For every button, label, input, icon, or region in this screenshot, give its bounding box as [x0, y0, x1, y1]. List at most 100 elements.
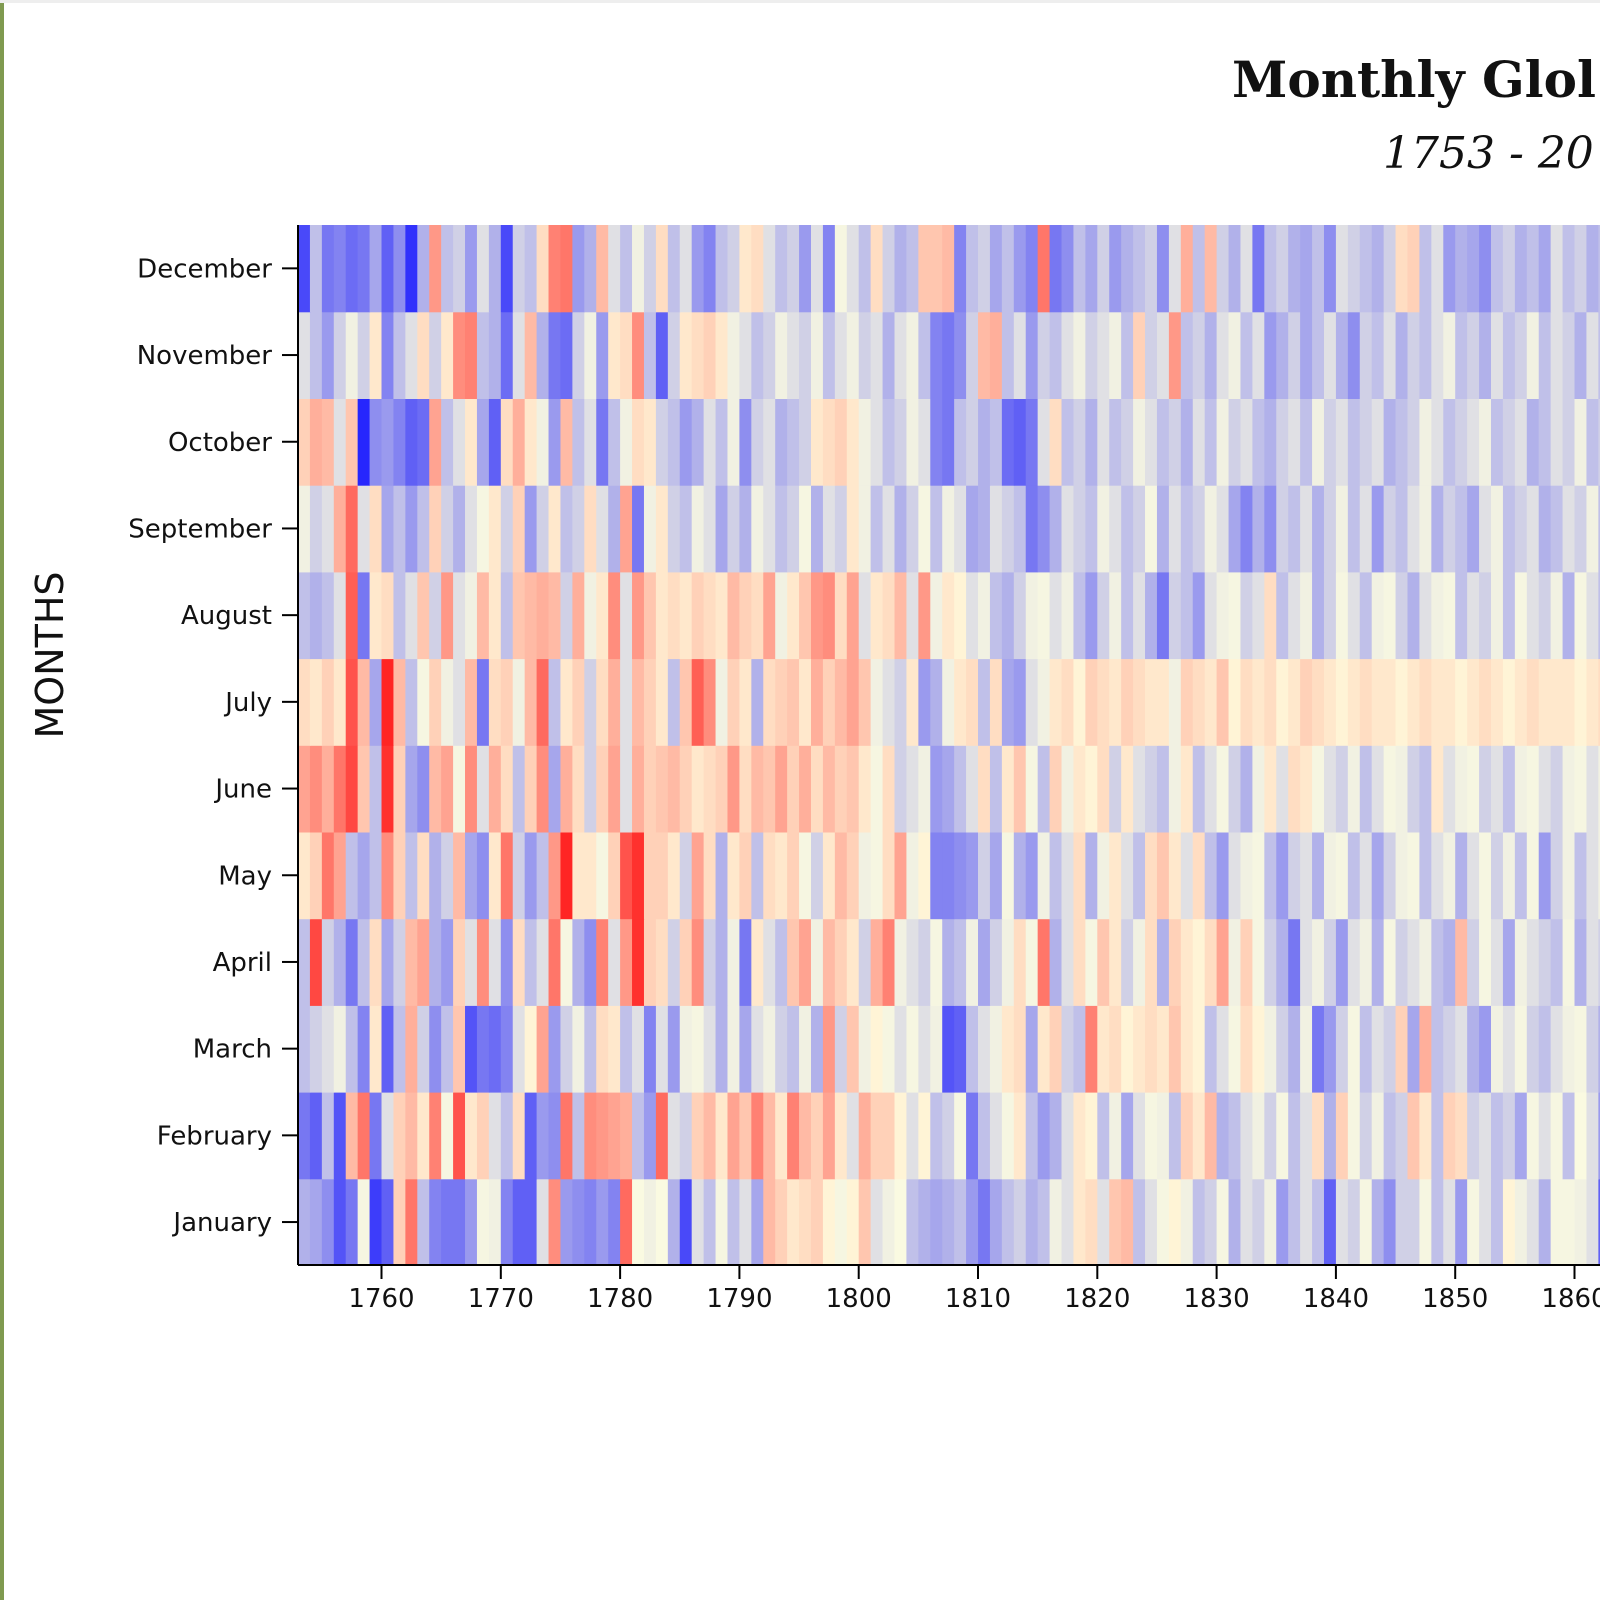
heatmap-cell	[834, 398, 848, 486]
heatmap-cell	[1347, 1092, 1361, 1180]
heatmap-cell	[1419, 311, 1432, 399]
heatmap-cell	[966, 1178, 979, 1266]
heatmap-cell	[453, 1178, 466, 1266]
heatmap-cell	[465, 1005, 478, 1093]
heatmap-cell	[393, 1178, 406, 1266]
heatmap-cell	[1240, 658, 1253, 746]
heatmap-cell	[1586, 831, 1599, 920]
heatmap-cell	[655, 225, 669, 313]
heatmap-cell	[846, 1005, 860, 1093]
heatmap-cell	[536, 918, 550, 1006]
heatmap-cell	[1395, 571, 1409, 660]
heatmap-cell	[632, 485, 645, 573]
heatmap-cell	[476, 831, 490, 920]
heatmap-cell	[834, 831, 848, 920]
heatmap-cell	[333, 1092, 347, 1180]
heatmap-cell	[632, 225, 645, 313]
heatmap-cell	[1061, 225, 1075, 313]
heatmap-cell	[775, 225, 788, 313]
heatmap-cell	[1538, 745, 1552, 833]
heatmap-cell	[429, 918, 442, 1006]
heatmap-cell	[1097, 1005, 1110, 1093]
heatmap-cell	[799, 1005, 812, 1093]
heatmap-cell	[1300, 918, 1313, 1006]
heatmap-cell	[1371, 745, 1385, 833]
heatmap-cell	[1228, 1092, 1242, 1180]
heatmap-cell	[1467, 918, 1480, 1006]
heatmap-cell	[1359, 745, 1373, 833]
heatmap-cell	[858, 225, 872, 313]
heatmap-cell	[1502, 745, 1516, 833]
heatmap-cell	[691, 831, 705, 920]
heatmap-cell	[1300, 1178, 1313, 1266]
heatmap-cell	[1455, 1005, 1468, 1093]
heatmap-cell	[1145, 571, 1158, 660]
heatmap-cell	[333, 225, 347, 313]
heatmap-cell	[1073, 658, 1086, 746]
heatmap-cell	[1133, 831, 1146, 920]
heatmap-cells	[298, 225, 1600, 1266]
heatmap-cell	[417, 745, 430, 833]
heatmap-cell	[453, 745, 466, 833]
heatmap-cell	[405, 485, 418, 573]
heatmap-cell	[667, 571, 681, 660]
heatmap-cell	[608, 225, 621, 313]
heatmap-cell	[1001, 1178, 1015, 1266]
heatmap-cell	[1288, 225, 1301, 313]
heatmap-cell	[524, 1005, 538, 1093]
heatmap-cell	[1395, 918, 1409, 1006]
heatmap-cell	[1383, 658, 1397, 746]
heatmap-cell	[441, 311, 454, 399]
heatmap-cell	[703, 1005, 717, 1093]
heatmap-cell	[1550, 225, 1564, 313]
heatmap-cell	[1359, 918, 1373, 1006]
heatmap-cell	[1097, 1178, 1110, 1266]
heatmap-cell	[1192, 745, 1206, 833]
heatmap-cell	[822, 831, 836, 920]
heatmap-cell	[1395, 1005, 1409, 1093]
heatmap-cell	[727, 311, 741, 399]
heatmap-cell	[763, 745, 776, 833]
heatmap-cell	[417, 918, 430, 1006]
heatmap-cell	[1264, 225, 1277, 313]
heatmap-cell	[1312, 1092, 1325, 1180]
heatmap-cell	[632, 571, 645, 660]
heatmap-cell	[321, 311, 335, 399]
heatmap-cell	[703, 225, 717, 313]
heatmap-cell	[1252, 398, 1265, 486]
heatmap-cell	[309, 1092, 323, 1180]
heatmap-cell	[1514, 831, 1528, 920]
heatmap-cell	[1025, 1005, 1039, 1093]
heatmap-cell	[906, 311, 919, 399]
heatmap-cell	[548, 485, 562, 573]
heatmap-cell	[1252, 225, 1265, 313]
chart-title: Monthly Glol	[1232, 50, 1596, 109]
heatmap-cell	[882, 658, 896, 746]
heatmap-cell	[309, 225, 323, 313]
heatmap-cell	[954, 745, 967, 833]
heatmap-cell	[608, 745, 621, 833]
heatmap-cell	[1312, 398, 1325, 486]
heatmap-cell	[1514, 485, 1528, 573]
heatmap-cell	[596, 225, 609, 313]
heatmap-cell	[739, 918, 752, 1006]
heatmap-cell	[703, 745, 717, 833]
heatmap-cell	[1347, 225, 1361, 313]
heatmap-cell	[858, 831, 872, 920]
heatmap-cell	[572, 571, 585, 660]
heatmap-cell	[608, 1005, 621, 1093]
heatmap-cell	[1276, 745, 1289, 833]
heatmap-cell	[787, 658, 800, 746]
heatmap-cell	[548, 745, 562, 833]
heatmap-cell	[1073, 1178, 1086, 1266]
heatmap-cell	[1419, 571, 1432, 660]
heatmap-cell	[596, 831, 609, 920]
heatmap-cell	[918, 398, 931, 486]
heatmap-cell	[775, 658, 788, 746]
heatmap-cell	[1240, 831, 1253, 920]
heatmap-cell	[1133, 918, 1146, 1006]
heatmap-cell	[1228, 398, 1242, 486]
heatmap-cell	[775, 311, 788, 399]
heatmap-cell	[787, 745, 800, 833]
heatmap-cell	[989, 831, 1003, 920]
